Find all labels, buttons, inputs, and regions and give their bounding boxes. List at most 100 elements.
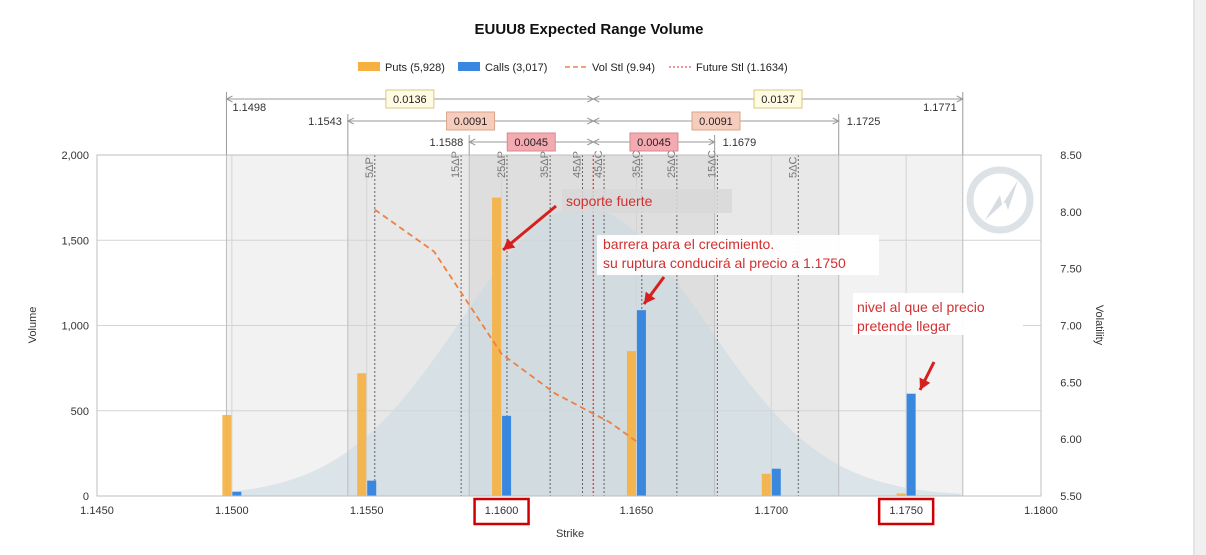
legend-label-3: Future Stl (1.1634) [696,62,788,74]
y-tick-label: 1,000 [61,321,89,333]
y2-tick-label: 5.50 [1060,491,1081,503]
range-arrow-left [346,117,355,125]
put-bar [222,415,232,496]
range-low-label: 1.1543 [308,116,342,128]
range-width-label: 0.0136 [393,94,427,106]
delta-label: 25ΔC [666,150,678,178]
put-bar [357,373,367,496]
annotation-box [853,293,1023,335]
range-arrow-left [468,138,476,146]
range-width-label: 0.0137 [761,94,795,106]
call-bar [636,310,646,496]
x-tick-label: 1.1500 [215,505,249,517]
delta-label: 35ΔP [539,151,551,178]
range-arrow-right [956,95,964,103]
range-arrow-right [708,138,716,146]
annotation-text: soporte fuerte [566,193,653,209]
annotation-text: su ruptura conducirá al precio a 1.1750 [603,255,846,271]
put-bar [761,473,771,496]
delta-label: 15ΔC [706,150,718,178]
y-tick-label: 500 [71,406,89,418]
y-axis-title: Volume [27,307,39,344]
delta-label: 25ΔP [496,151,508,178]
delta-label: 15ΔP [450,151,462,178]
range-arrow-right [832,117,840,125]
y-tick-label: 1,500 [61,235,89,247]
y2-tick-label: 8.00 [1060,207,1081,219]
x-tick-label: 1.1450 [80,505,114,517]
range-width-box [506,132,556,152]
legend-swatch-0 [358,62,380,71]
highlight-box [473,497,530,526]
range-width-label: 0.0091 [454,116,488,128]
expected-distribution-area [226,206,963,496]
delta-label: 45ΔP [571,151,583,178]
x-tick-label: 1.1550 [350,505,384,517]
call-bar [502,415,512,496]
put-bar [492,197,502,496]
range-width-box [446,111,496,131]
highlight-box [877,497,935,526]
delta-label: 35ΔC [631,150,643,178]
annotation-text: nivel al que el precio [857,299,985,315]
range-width-label: 0.0091 [699,116,733,128]
call-bar [771,468,781,496]
y2-tick-label: 7.50 [1060,264,1081,276]
x-tick-label: 1.1650 [620,505,654,517]
range-arrow-left [225,95,233,103]
call-bar [906,393,916,496]
x-tick-label: 1.1700 [754,505,788,517]
legend-label-2: Vol Stl (9.94) [592,62,655,74]
x-tick-label: 1.1800 [1024,505,1058,517]
x-axis-title: Strike [556,528,584,540]
plot-border [96,154,1042,497]
range-high-label: 1.1725 [847,116,881,128]
legend-label-0: Puts (5,928) [385,62,445,74]
x-tick-label: 1.1600 [485,505,519,517]
y2-tick-label: 7.00 [1060,321,1081,333]
annotation-box [597,235,879,275]
delta-label: 5ΔC [787,157,799,178]
y2-axis-title: Volatility [1093,305,1105,346]
scrollbar-track [1195,0,1206,555]
range-width-box [691,111,741,131]
y2-tick-label: 8.50 [1060,150,1081,162]
y-tick-label: 2,000 [61,150,89,162]
range-high-label: 1.1679 [723,137,757,149]
delta-label: 45ΔC [593,150,605,178]
range-width-label: 0.0045 [514,137,548,149]
range-low-label: 1.1588 [430,137,464,149]
x-tick-label: 1.1750 [889,505,923,517]
annotation-arrowhead [503,238,516,250]
legend-swatch-1 [458,62,480,71]
range-width-box [385,89,435,109]
annotation-arrowhead [919,377,931,390]
legend-label-1: Calls (3,017) [485,62,547,74]
range-width-box [629,132,679,152]
range-high-label: 1.1771 [923,102,957,114]
call-bar [232,491,242,496]
range-arrow-mid [592,138,600,146]
y-tick-label: 0 [83,491,89,503]
chart-title: EUUU8 Expected Range Volume [475,21,704,38]
annotation-box [562,189,732,213]
range-low-label: 1.1498 [232,102,266,114]
range-width-label: 0.0045 [637,137,671,149]
annotation-text: pretende llegar [857,318,951,334]
put-bar [896,493,906,496]
y2-tick-label: 6.00 [1060,434,1081,446]
annotation-text: barrera para el crecimiento. [603,236,774,252]
range-arrow-mid [592,95,600,103]
y2-tick-label: 6.50 [1060,377,1081,389]
watermark-logo [966,166,1034,234]
vol-settlement-line [374,208,637,443]
delta-label: 5ΔP [364,157,376,178]
range-arrow-mid [592,117,600,125]
watermark-logo-bolt [985,180,1018,220]
annotation-arrow [502,204,557,252]
range-width-box [753,89,803,109]
call-bar [367,480,377,496]
annotation-arrowhead [644,291,656,304]
